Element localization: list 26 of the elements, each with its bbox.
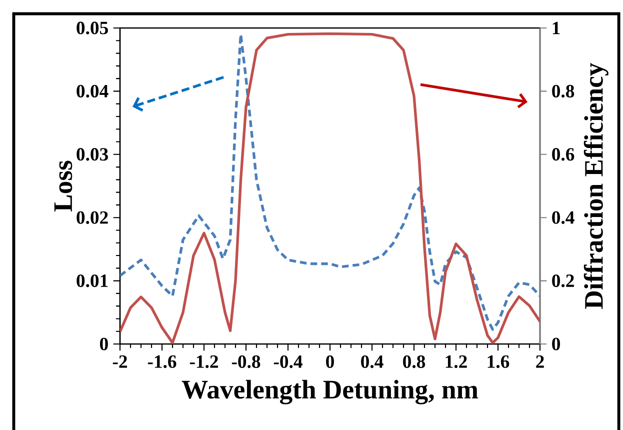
x-tick-label: 1.6 [488, 355, 510, 368]
y2-tick-label: 0 [552, 338, 560, 350]
y2-tick-label: 0.2 [552, 274, 574, 288]
x-tick-label: 2 [536, 355, 544, 368]
y2-tick-label: 0.6 [552, 148, 574, 161]
x-tick-label: 0.8 [403, 355, 426, 368]
x-tick-label: -1.2 [190, 355, 218, 368]
y-tick-label: 0.01 [76, 274, 108, 288]
y-axis-title: Loss [54, 160, 72, 212]
y2-axis-title: Diffraction Efficiency [584, 62, 608, 309]
y-tick-label: 0 [100, 338, 108, 350]
x-tick-label: -1.6 [148, 355, 176, 368]
x-tick-label: 1.2 [446, 355, 467, 368]
y-tick-label: 0.05 [76, 22, 108, 34]
y-tick-label: 0.02 [76, 211, 108, 224]
x-tick-label: 0 [326, 355, 334, 368]
x-axis-title: Wavelength Detuning, nm [182, 380, 478, 404]
y-tick-label: 0.03 [76, 148, 108, 161]
y-tick-label: 0.04 [76, 84, 108, 98]
y2-tick-label: 1 [552, 22, 560, 34]
x-tick-label: -0.4 [274, 355, 302, 368]
x-tick-label: 0.4 [361, 355, 384, 368]
y2-tick-label: 0.8 [552, 84, 574, 98]
x-tick-label: -2 [112, 355, 127, 368]
y2-tick-label: 0.4 [552, 211, 574, 224]
x-tick-label: -0.8 [232, 355, 260, 368]
